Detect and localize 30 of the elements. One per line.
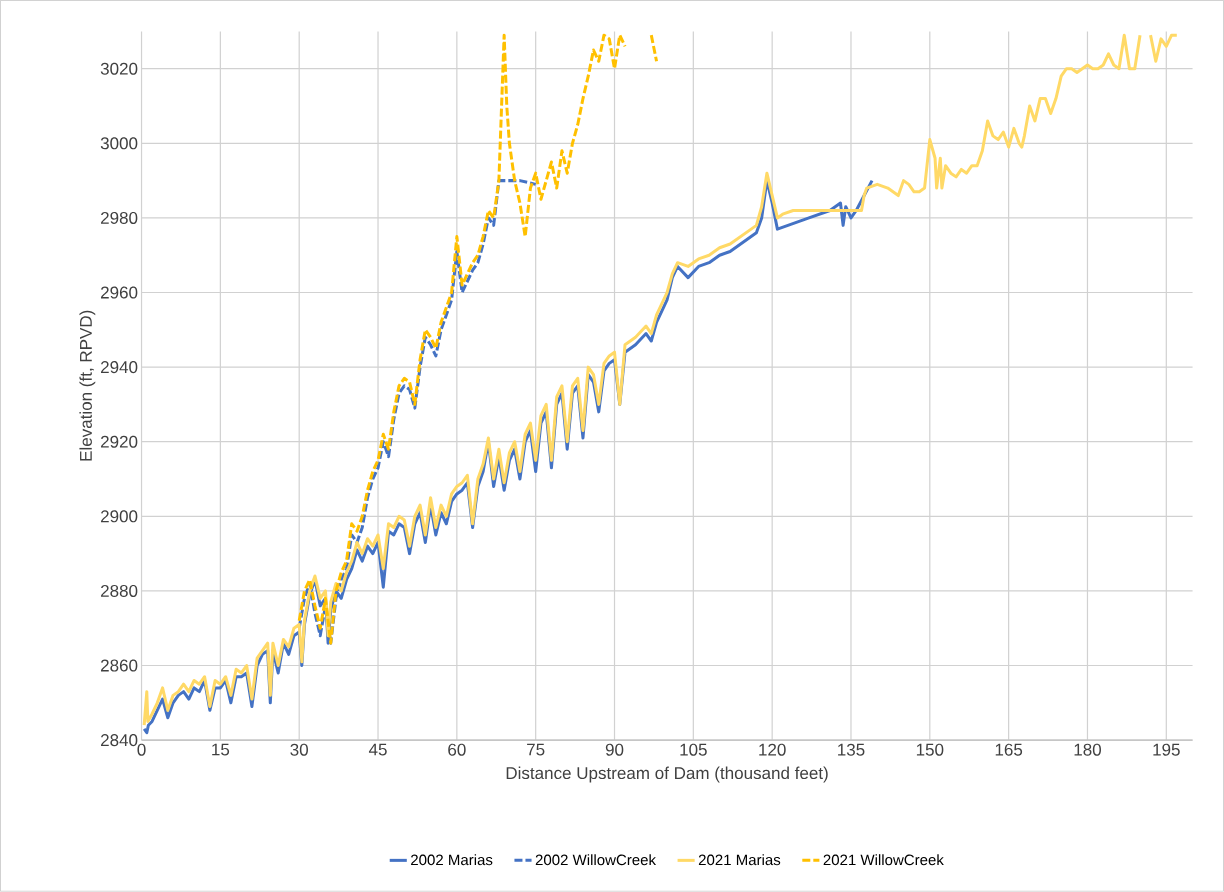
x-tick-label: 60 — [448, 743, 466, 756]
x-tick-label: 195 — [1153, 743, 1180, 756]
x-tick-label: 135 — [838, 743, 865, 756]
x-tick-label: 120 — [759, 743, 786, 756]
y-tick-label: 2900 — [101, 510, 138, 523]
y-tick-label: 2840 — [101, 734, 138, 747]
x-tick-label: 0 — [137, 743, 146, 756]
x-tick-label: 45 — [368, 743, 387, 756]
y-tick-label: 3020 — [100, 62, 138, 75]
legend-label: 2002 Marias — [411, 854, 493, 866]
x-tick-label: 90 — [605, 743, 624, 756]
x-tick-label: 150 — [916, 743, 944, 756]
y-tick-label: 2960 — [101, 286, 138, 299]
x-tick-label: 165 — [995, 743, 1023, 756]
x-tick-label: 105 — [680, 743, 707, 756]
y-tick-label: 2880 — [101, 585, 138, 598]
y-tick-label: 2920 — [101, 435, 138, 448]
legend-label: 2021 Marias — [698, 854, 781, 866]
legend-label: 2002 WillowCreek — [535, 854, 657, 866]
y-tick-label: 2860 — [101, 659, 138, 672]
y-axis-title: Elevation (ft, RPVD) — [79, 310, 96, 461]
x-axis-title: Distance Upstream of Dam (thousand feet) — [506, 766, 828, 783]
legend-label: 2021 WillowCreek — [823, 854, 944, 866]
y-tick-label: 2980 — [101, 212, 138, 225]
x-tick-label: 15 — [212, 743, 230, 756]
y-tick-label: 2940 — [101, 361, 138, 374]
x-tick-label: 180 — [1074, 743, 1101, 756]
x-tick-label: 30 — [290, 743, 308, 756]
x-tick-label: 75 — [527, 743, 545, 756]
y-tick-label: 3000 — [100, 137, 138, 150]
